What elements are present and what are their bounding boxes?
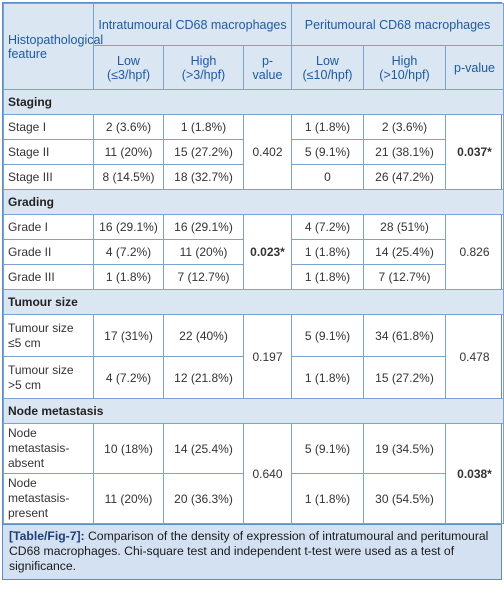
cell: 1 (1.8%) [93, 264, 164, 290]
row-label: Stage I [3, 114, 94, 140]
cell: 10 (18%) [93, 423, 164, 474]
cell: 22 (40%) [163, 314, 244, 357]
p-value: 0.197 [243, 314, 292, 399]
p-value: 0.038* [444, 423, 504, 524]
group-header: Intratumoural CD68 macrophages [93, 3, 292, 46]
table-figure: Histopathological feature Intratumoural … [2, 2, 504, 580]
cell: 5 (9.1%) [291, 139, 364, 165]
cell: 15 (27.2%) [363, 356, 446, 399]
column-header: High (>10/hpf) [363, 45, 446, 90]
row-label: Grade I [3, 214, 94, 240]
caption: [Table/Fig-7]: Comparison of the density… [3, 524, 501, 579]
cell: 7 (12.7%) [363, 264, 446, 290]
table: Histopathological feature Intratumoural … [2, 3, 504, 524]
cell: 18 (32.7%) [163, 164, 244, 190]
row-label: Stage III [3, 164, 94, 190]
row-label: Node metastasis-absent [3, 423, 94, 474]
cell: 15 (27.2%) [163, 139, 244, 165]
cell: 17 (31%) [93, 314, 164, 357]
section-title: Node metastasis [2, 398, 504, 424]
data-row: Grade II 4 (7.2%) 11 (20%) 1 (1.8%) 14 (25.4… [3, 239, 504, 265]
data-row: Stage III 8 (14.5%) 18 (32.7%) 0 26 (47.2%) [3, 164, 504, 190]
cell: 7 (12.7%) [163, 264, 244, 290]
p-value: 0.478 [444, 314, 504, 399]
row-label: Stage II [3, 139, 94, 165]
row-label: Tumour size >5 cm [3, 356, 94, 399]
cell: 11 (20%) [163, 239, 244, 265]
group-header: Peritumoural CD68 macrophages [290, 3, 504, 46]
row-label: Grade III [3, 264, 94, 290]
cell: 4 (7.2%) [291, 214, 364, 240]
cell: 4 (7.2%) [93, 356, 164, 399]
cell: 2 (3.6%) [363, 114, 446, 140]
cell: 28 (51%) [363, 214, 446, 240]
cell: 11 (20%) [93, 473, 164, 524]
column-header: Low (≤3/hpf) [93, 45, 164, 90]
cell: 2 (3.6%) [93, 114, 164, 140]
cell: 12 (21.8%) [163, 356, 244, 399]
p-value: 0.402 [243, 114, 292, 190]
cell: 26 (47.2%) [363, 164, 446, 190]
cell: 0 [291, 164, 364, 190]
data-row: Tumour size >5 cm 4 (7.2%) 12 (21.8%) 1 (1.… [3, 356, 504, 399]
cell: 4 (7.2%) [93, 239, 164, 265]
cell: 1 (1.8%) [163, 114, 244, 140]
p-value: 0.640 [243, 423, 292, 524]
column-header-row: Low (≤3/hpf) High (>3/hpf) p-value Low (≤10… [4, 45, 504, 90]
column-header: Low (≤10/hpf) [291, 45, 364, 90]
row-label: Node metastasis-present [3, 473, 94, 524]
section-title: Grading [2, 189, 504, 215]
cell: 11 (20%) [93, 139, 164, 165]
cell: 8 (14.5%) [93, 164, 164, 190]
p-value: 0.037* [444, 114, 504, 190]
section-title: Tumour size [2, 289, 504, 315]
p-value: 0.826 [444, 214, 504, 290]
cell: 34 (61.8%) [363, 314, 446, 357]
p-value: 0.023* [243, 214, 292, 290]
cell: 1 (1.8%) [291, 264, 364, 290]
data-row: Grade III 1 (1.8%) 7 (12.7%) 1 (1.8%) 7 (12.… [3, 264, 504, 290]
column-header: High (>3/hpf) [163, 45, 244, 90]
cell: 14 (25.4%) [163, 423, 244, 474]
data-row: Stage II 11 (20%) 15 (27.2%) 5 (9.1%) 21 (38… [3, 139, 504, 165]
cell: 1 (1.8%) [291, 239, 364, 265]
section-title: Staging [2, 89, 504, 115]
cell: 1 (1.8%) [291, 114, 364, 140]
row-label: Grade II [3, 239, 94, 265]
cell: 19 (34.5%) [363, 423, 446, 474]
cell: 14 (25.4%) [363, 239, 446, 265]
cell: 16 (29.1%) [93, 214, 164, 240]
cell: 20 (36.3%) [163, 473, 244, 524]
row-label: Tumour size ≤5 cm [3, 314, 94, 357]
section-row: Tumour size [2, 289, 504, 315]
data-row: Tumour size ≤5 cm 17 (31%) 22 (40%) 0.197 5 … [3, 314, 504, 399]
cell: 5 (9.1%) [291, 314, 364, 357]
section-row: Node metastasis [2, 398, 504, 424]
cell: 1 (1.8%) [291, 356, 364, 399]
data-row: Grade I 16 (29.1%) 16 (29.1%) 0.023* 4 (7.2%… [3, 214, 504, 290]
cell: 5 (9.1%) [291, 423, 364, 474]
caption-label: [Table/Fig-7]: [9, 529, 85, 543]
data-row: Node metastasis-absent 10 (18%) 14 (25.4%)… [3, 423, 504, 524]
cell: 1 (1.8%) [291, 473, 364, 524]
section-row: Staging [2, 89, 504, 115]
section-row: Grading [2, 189, 504, 215]
cell: 30 (54.5%) [363, 473, 446, 524]
data-row: Node metastasis-present 11 (20%) 20 (36.3%… [3, 473, 504, 524]
caption-text: Comparison of the density of expression … [9, 529, 489, 573]
column-header: p-value [243, 45, 292, 90]
cell: 21 (38.1%) [363, 139, 446, 165]
cell: 16 (29.1%) [163, 214, 244, 240]
feature-header: Histopathological feature [3, 3, 103, 90]
column-header: p-value [444, 45, 504, 90]
